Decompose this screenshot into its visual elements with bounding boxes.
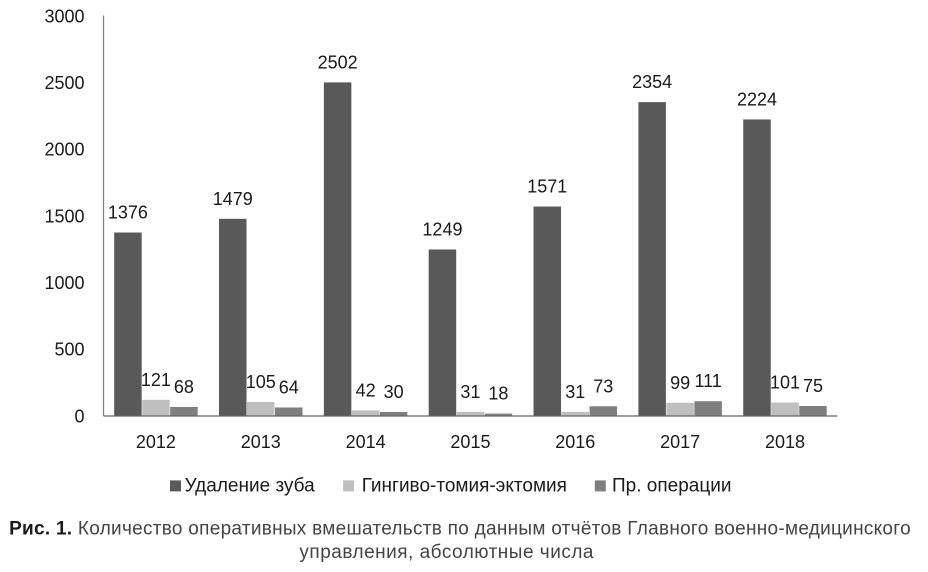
svg-text:105: 105 [246,372,276,392]
svg-text:73: 73 [593,376,613,396]
svg-text:75: 75 [803,376,823,396]
svg-text:Удаление зуба: Удаление зуба [185,476,316,497]
svg-text:1479: 1479 [213,189,253,209]
svg-text:500: 500 [54,340,84,360]
svg-text:68: 68 [174,377,194,397]
svg-text:42: 42 [356,380,376,400]
svg-text:2224: 2224 [737,89,777,109]
svg-text:2014: 2014 [346,432,386,452]
svg-text:1500: 1500 [44,206,84,226]
svg-text:121: 121 [141,370,171,390]
svg-text:0: 0 [74,406,84,426]
svg-text:2502: 2502 [318,52,358,72]
svg-text:31: 31 [565,382,585,402]
svg-text:2016: 2016 [555,432,595,452]
svg-text:1249: 1249 [422,219,462,239]
svg-text:управления, абсолютные числа: управления, абсолютные числа [299,542,594,563]
svg-text:2013: 2013 [241,432,281,452]
svg-text:18: 18 [488,384,508,404]
svg-text:1376: 1376 [108,203,148,223]
svg-text:99: 99 [670,373,690,393]
svg-text:31: 31 [460,382,480,402]
svg-text:64: 64 [279,377,299,397]
svg-text:2000: 2000 [44,140,84,160]
svg-text:1000: 1000 [44,273,84,293]
svg-text:1571: 1571 [527,177,567,197]
svg-text:Пр. операции: Пр. операции [612,476,731,497]
svg-text:2015: 2015 [450,432,490,452]
svg-text:2018: 2018 [765,432,805,452]
svg-text:2017: 2017 [660,432,700,452]
svg-text:2500: 2500 [44,73,84,93]
svg-text:30: 30 [384,382,404,402]
svg-text:Гингиво-томия-эктомия: Гингиво-томия-эктомия [362,476,567,497]
svg-text:111: 111 [694,371,721,391]
svg-text:101: 101 [770,373,800,393]
svg-text:2012: 2012 [136,432,176,452]
svg-text:2354: 2354 [632,72,672,92]
svg-text:Рис. 1. Количество оперативных: Рис. 1. Количество оперативных вмешатель… [9,519,911,540]
svg-text:3000: 3000 [44,6,84,26]
